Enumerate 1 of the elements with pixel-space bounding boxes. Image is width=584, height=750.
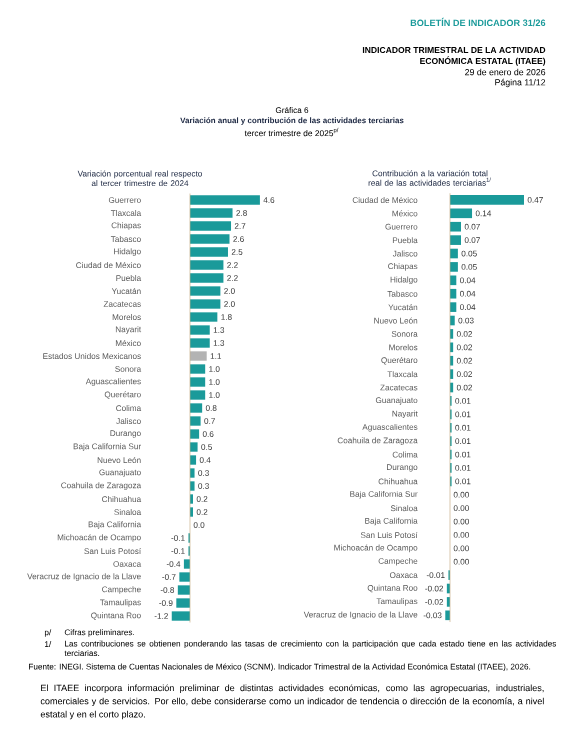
bar: [189, 351, 207, 361]
